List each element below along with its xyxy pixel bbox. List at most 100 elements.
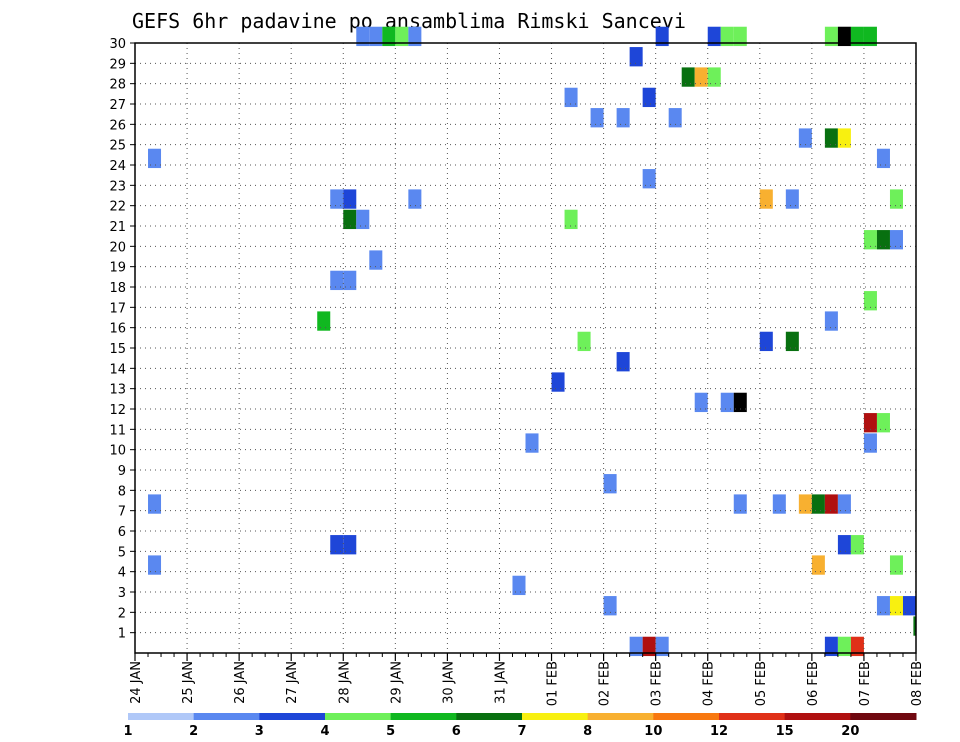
colorbar-label: 7	[517, 724, 526, 739]
y-tick-label: 27	[109, 98, 126, 113]
x-tick-label: 30 JAN	[441, 661, 456, 704]
precip-cell	[759, 331, 773, 352]
y-tick-label: 4	[118, 566, 126, 581]
x-tick-label: 29 JAN	[389, 661, 404, 704]
colorbar-label: 15	[776, 724, 794, 739]
precip-cell	[733, 26, 747, 47]
precip-cell	[837, 128, 851, 148]
y-tick-label: 14	[109, 362, 126, 377]
precip-cell	[824, 26, 838, 47]
colorbar-label: 10	[644, 724, 662, 739]
y-tick-label: 28	[109, 78, 126, 93]
precip-cell	[369, 250, 383, 270]
precip-cell	[837, 26, 851, 47]
precip-cell	[850, 535, 864, 555]
y-tick-label: 29	[109, 57, 126, 72]
precip-cell	[837, 535, 851, 555]
precip-cell	[655, 26, 669, 47]
precip-cell	[525, 433, 539, 453]
y-axis: 1234567891011121314151617181920212223242…	[109, 37, 135, 642]
precip-cell	[603, 474, 617, 494]
precip-cell	[577, 331, 591, 352]
precip-cell	[876, 413, 890, 433]
y-tick-label: 30	[109, 37, 126, 52]
y-tick-label: 8	[118, 484, 126, 499]
grid-layer	[135, 43, 916, 653]
precip-cell	[408, 26, 422, 47]
precip-cell	[317, 311, 331, 331]
x-tick-label: 31 JAN	[493, 661, 508, 704]
y-tick-label: 26	[109, 118, 126, 133]
colorbar-swatch	[325, 713, 392, 720]
precip-cell	[616, 352, 630, 372]
precip-cell	[369, 26, 383, 47]
x-tick-label: 08 FEB	[910, 661, 925, 706]
y-tick-label: 1	[118, 627, 126, 642]
precip-cell	[707, 26, 721, 47]
precip-cell	[863, 26, 877, 47]
y-tick-label: 10	[109, 444, 126, 459]
precip-cell	[837, 494, 851, 514]
precip-cell	[694, 392, 708, 413]
y-tick-label: 16	[109, 322, 126, 337]
y-tick-label: 12	[109, 403, 126, 418]
precip-cell	[889, 230, 903, 250]
x-tick-label: 03 FEB	[650, 661, 665, 706]
y-tick-label: 11	[109, 423, 126, 438]
y-tick-label: 13	[109, 383, 126, 398]
y-tick-label: 17	[109, 301, 126, 316]
precip-cell	[655, 636, 669, 657]
cells-layer	[148, 26, 916, 657]
y-tick-label: 3	[118, 586, 126, 601]
colorbar-swatch	[587, 713, 654, 720]
colorbar-swatch	[128, 713, 195, 720]
colorbar-label: 1	[123, 724, 132, 739]
precip-cell	[616, 108, 630, 128]
precip-cell	[824, 311, 838, 331]
precip-cell	[148, 148, 162, 169]
precip-cell	[642, 87, 656, 108]
precip-cell	[876, 596, 890, 616]
precip-cell	[837, 636, 851, 657]
precip-cell	[148, 555, 162, 575]
precip-cell	[694, 67, 708, 87]
x-tick-label: 24 JAN	[129, 661, 144, 704]
x-tick-label: 01 FEB	[546, 661, 561, 706]
precip-cell	[733, 392, 747, 413]
y-tick-label: 21	[109, 220, 126, 235]
x-tick-label: 04 FEB	[702, 661, 717, 706]
precip-cell	[564, 209, 578, 230]
colorbar-swatch	[850, 713, 917, 720]
colorbar-label: 12	[710, 724, 728, 739]
precip-cell	[148, 494, 162, 514]
precip-cell	[798, 128, 812, 148]
precip-cell	[889, 596, 903, 616]
colorbar-label: 6	[452, 724, 461, 739]
colorbar-swatch	[784, 713, 851, 720]
precip-cell	[863, 413, 877, 433]
precip-cell	[629, 47, 643, 67]
precip-cell	[720, 26, 734, 47]
colorbar: 1 2 3 4 5 6 7 8 10 12 15 20	[123, 713, 917, 739]
x-tick-label: 25 JAN	[181, 661, 196, 704]
colorbar-swatch	[193, 713, 260, 720]
y-tick-label: 6	[118, 525, 126, 540]
precip-cell	[642, 169, 656, 189]
y-tick-label: 9	[118, 464, 126, 479]
precip-cell	[343, 535, 357, 555]
colorbar-label: 8	[583, 724, 592, 739]
precip-cell	[850, 26, 864, 47]
precip-cell	[564, 87, 578, 108]
precip-cell	[330, 535, 344, 555]
colorbar-swatch	[390, 713, 457, 720]
x-axis: 24 JAN 25 JAN 26 JAN 27 JAN 28 JAN 29 JAN 30 J…	[129, 653, 925, 706]
precip-cell	[811, 555, 825, 575]
y-tick-label: 7	[118, 505, 126, 520]
precip-cell	[681, 67, 695, 87]
precip-cell	[720, 392, 734, 413]
precip-cell	[395, 26, 409, 47]
precip-cell	[798, 494, 812, 514]
x-tick-label: 26 JAN	[233, 661, 248, 704]
colorbar-label: 4	[320, 724, 329, 739]
